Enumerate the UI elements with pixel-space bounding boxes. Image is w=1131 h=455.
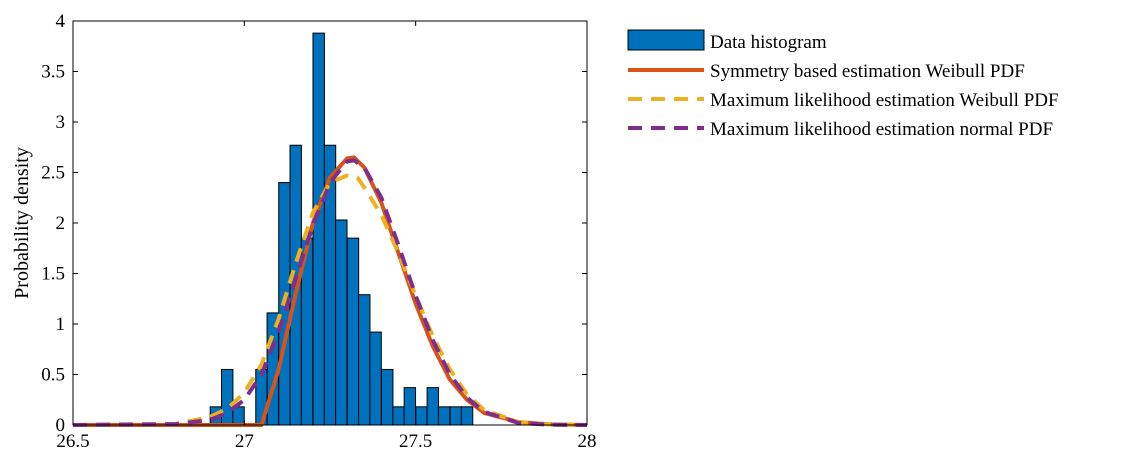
histogram-bar [381,368,394,426]
legend: Data histogram Symmetry based estimation … [627,29,1059,140]
y-tick-label: 1.5 [41,264,65,285]
series-line-1 [73,155,588,427]
legend-label: Maximum likelihood estimation normal PDF [710,119,1053,140]
y-tick-label: 0.5 [41,365,65,386]
y-axis-label: Probability density [11,147,33,299]
legend-label: Maximum likelihood estimation Weibull PD… [710,90,1059,111]
y-tick-label: 1 [56,314,66,335]
histogram-bar [392,406,405,426]
histogram-bar [403,387,417,426]
legend-label: Data histogram [710,32,827,53]
histogram-bar [369,331,382,426]
series-line-2 [72,173,588,427]
y-tick-label: 0 [56,415,66,436]
x-tick-label: 27.5 [399,431,432,452]
histogram-bar [312,32,325,426]
histogram-bar [358,294,371,426]
y-tick-label: 3 [56,112,66,133]
y-tick-label: 4 [56,11,66,32]
legend-label: Symmetry based estimation Weibull PDF [710,61,1025,82]
plot-area: 26.5 27 27.5 28 0 0.5 1 1.5 2 2.5 3 3.5 4 [41,11,596,452]
legend-swatch-histogram [627,29,705,51]
x-tick-label: 26.5 [56,431,89,452]
x-tick-label: 28 [578,431,597,452]
histogram-bar [426,387,440,426]
histogram-bar [460,406,474,426]
series-line-3 [72,158,588,427]
histogram-bar [335,219,348,426]
histogram-bar [437,406,451,426]
histogram-bar [346,237,360,426]
histogram-bar [415,406,428,426]
x-tick-label: 27 [235,431,254,452]
y-tick-label: 2.5 [41,163,65,184]
y-tick-label: 2 [56,213,66,234]
y-tick-label: 3.5 [41,62,65,83]
histogram-bar [449,406,462,426]
